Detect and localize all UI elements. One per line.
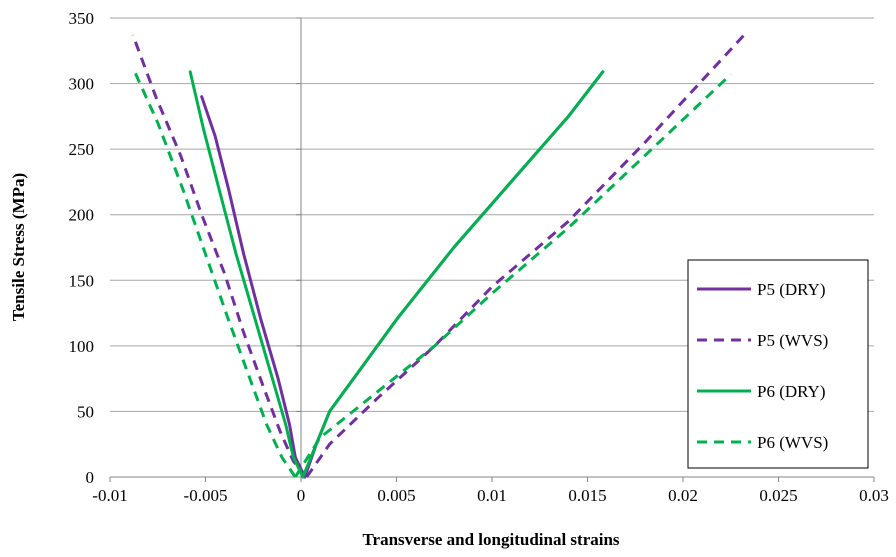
series-line-p5-dry-transverse [200,95,307,479]
legend-label-p5-dry: P5 (DRY) [757,280,825,299]
legend-box [687,259,869,469]
y-tick-label: 100 [69,337,95,356]
series-line-p6-dry-transverse [188,70,305,479]
tick-labels: -0.01 -0.005 0 0.005 0.01 0.015 0.02 0.025 0.03 0… [69,9,889,505]
x-tick-label: -0.005 [184,486,228,505]
y-tick-label: 150 [69,271,95,290]
y-tick-label: 350 [69,9,95,28]
x-tick-label: 0.025 [759,486,797,505]
series-line-p6-wvs-transverse [131,67,297,478]
series-line-p6-wvs-longitudinal [294,73,732,478]
x-tick-label: 0.005 [377,486,415,505]
y-tick-label: 250 [69,140,95,159]
axes [109,17,875,482]
x-tick-label: 0.015 [568,486,606,505]
x-tick-label: 0.02 [668,486,698,505]
y-axis-title: Tensile Stress (MPa) [9,173,28,321]
series-line-p5-dry-longitudinal [303,70,605,479]
series-lines [131,33,746,479]
y-tick-label: 0 [86,468,95,487]
x-tick-label: 0.01 [477,486,507,505]
legend-label-p6-dry: P6 (DRY) [757,382,825,401]
x-axis-title: Transverse and longitudinal strains [362,530,619,549]
series-line-p6-dry-longitudinal [301,70,605,479]
y-tick-label: 300 [69,75,95,94]
x-tick-label: -0.01 [92,486,127,505]
y-tick-label: 200 [69,206,95,225]
legend-label-p6-wvs: P6 (WVS) [757,433,828,452]
x-tick-label: 0.03 [859,486,889,505]
legend: P5 (DRY) P5 (WVS) P6 (DRY) P6 (WVS) [687,259,869,469]
series-line-p5-wvs-longitudinal [305,33,746,478]
y-tick-label: 50 [77,402,94,421]
x-tick-label: 0 [297,486,306,505]
legend-label-p5-wvs: P5 (WVS) [757,331,828,350]
series-line-p5-wvs-transverse [131,34,308,478]
